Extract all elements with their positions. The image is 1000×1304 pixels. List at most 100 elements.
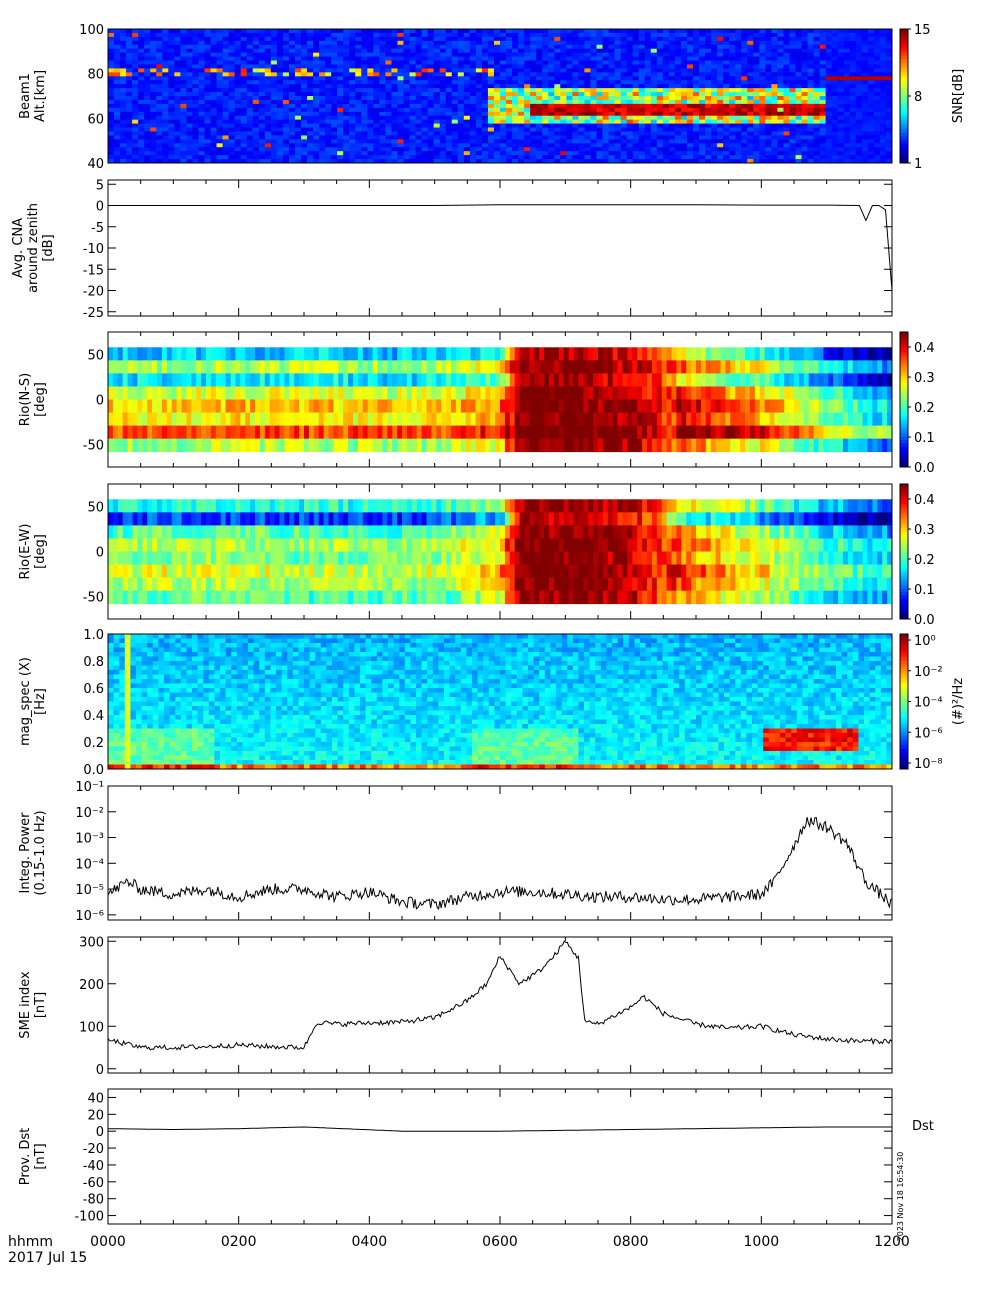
heatmap-cell: [337, 37, 343, 41]
heatmap-cell: [590, 29, 596, 33]
heatmap-cell: [204, 72, 210, 76]
heatmap-cell: [337, 147, 343, 151]
heatmap-cell: [255, 373, 260, 386]
heatmap-cell: [639, 45, 645, 49]
heatmap-cell: [337, 112, 343, 116]
heatmap-cell: [186, 151, 192, 155]
heatmap-cell: [584, 45, 590, 49]
heatmap-cell: [838, 37, 844, 41]
heatmap-cell: [198, 92, 204, 96]
heatmap-cell: [838, 143, 844, 147]
heatmap-cell: [789, 68, 795, 72]
heatmap-cell: [422, 72, 428, 76]
heatmap-cell: [241, 128, 247, 132]
heatmap-cell: [741, 100, 747, 104]
heatmap-cell: [247, 72, 253, 76]
heatmap-cell: [319, 124, 325, 128]
heatmap-cell: [253, 76, 259, 80]
heatmap-cell: [247, 68, 253, 72]
heatmap-cell: [259, 135, 265, 139]
heatmap-cell: [216, 426, 221, 439]
heatmap-cell: [729, 116, 735, 120]
heatmap-cell: [168, 116, 174, 120]
heatmap-cell: [265, 76, 271, 80]
heatmap-cell: [759, 80, 765, 84]
heatmap-cell: [361, 104, 367, 108]
heatmap-cell: [524, 131, 530, 135]
heatmap-cell: [452, 100, 458, 104]
heatmap-cell: [530, 120, 536, 124]
heatmap-cell: [379, 151, 385, 155]
heatmap-cell: [313, 104, 319, 108]
heatmap-cell: [796, 37, 802, 41]
heatmap-cell: [192, 76, 198, 80]
heatmap-cell: [783, 139, 789, 143]
heatmap-cell: [856, 64, 862, 68]
heatmap-cell: [361, 151, 367, 155]
heatmap-cell: [705, 116, 711, 120]
heatmap-cell: [729, 100, 735, 104]
heatmap-cell: [196, 386, 201, 399]
heatmap-cell: [289, 96, 295, 100]
heatmap-cell: [874, 57, 880, 61]
heatmap-cell: [114, 61, 120, 65]
heatmap-cell: [729, 76, 735, 80]
heatmap-cell: [482, 92, 488, 96]
heatmap-cell: [186, 120, 192, 124]
heatmap-cell: [723, 139, 729, 143]
heatmap-cell: [723, 72, 729, 76]
heatmap-cell: [777, 120, 783, 124]
heatmap-cell: [458, 124, 464, 128]
heatmap-cell: [385, 53, 391, 57]
heatmap-cell: [868, 155, 874, 159]
heatmap-cell: [488, 68, 494, 72]
heatmap-cell: [434, 116, 440, 120]
heatmap-cell: [657, 151, 663, 155]
heatmap-cell: [204, 88, 210, 92]
heatmap-cell: [123, 360, 128, 373]
heatmap-cell: [379, 120, 385, 124]
heatmap-cell: [590, 68, 596, 72]
heatmap-cell: [723, 131, 729, 135]
heatmap-cell: [856, 72, 862, 76]
heatmap-cell: [128, 347, 133, 360]
heatmap-cell: [422, 57, 428, 61]
heatmap-cell: [820, 80, 826, 84]
heatmap-cell: [331, 29, 337, 33]
heatmap-cell: [307, 64, 313, 68]
heatmap-cell: [446, 124, 452, 128]
heatmap-cell: [518, 104, 524, 108]
heatmap-cell: [156, 49, 162, 53]
heatmap-cell: [494, 68, 500, 72]
heatmap-cell: [524, 88, 530, 92]
heatmap-cell: [301, 155, 307, 159]
heatmap-cell: [681, 124, 687, 128]
heatmap-cell: [627, 92, 633, 96]
heatmap-cell: [201, 413, 206, 426]
heatmap-cell: [741, 131, 747, 135]
heatmap-cell: [524, 155, 530, 159]
y-axis-label: Beam1: [18, 73, 33, 119]
heatmap-cell: [464, 100, 470, 104]
heatmap-cell: [144, 131, 150, 135]
heatmap-cell: [482, 72, 488, 76]
heatmap-cell: [211, 386, 216, 399]
heatmap-cell: [488, 151, 494, 155]
heatmap-cell: [289, 135, 295, 139]
heatmap-cell: [132, 61, 138, 65]
heatmap-cell: [385, 143, 391, 147]
heatmap-cell: [186, 135, 192, 139]
heatmap-cell: [735, 33, 741, 37]
heatmap-cell: [108, 413, 113, 426]
heatmap-cell: [229, 80, 235, 84]
heatmap-cell: [603, 80, 609, 84]
heatmap-cell: [223, 128, 229, 132]
heatmap-cell: [331, 76, 337, 80]
heatmap-cell: [868, 116, 874, 120]
heatmap-cell: [669, 116, 675, 120]
heatmap-cell: [284, 439, 289, 452]
heatmap-cell: [157, 360, 162, 373]
heatmap-cell: [142, 400, 147, 413]
heatmap-cell: [265, 33, 271, 37]
heatmap-cell: [524, 92, 530, 96]
